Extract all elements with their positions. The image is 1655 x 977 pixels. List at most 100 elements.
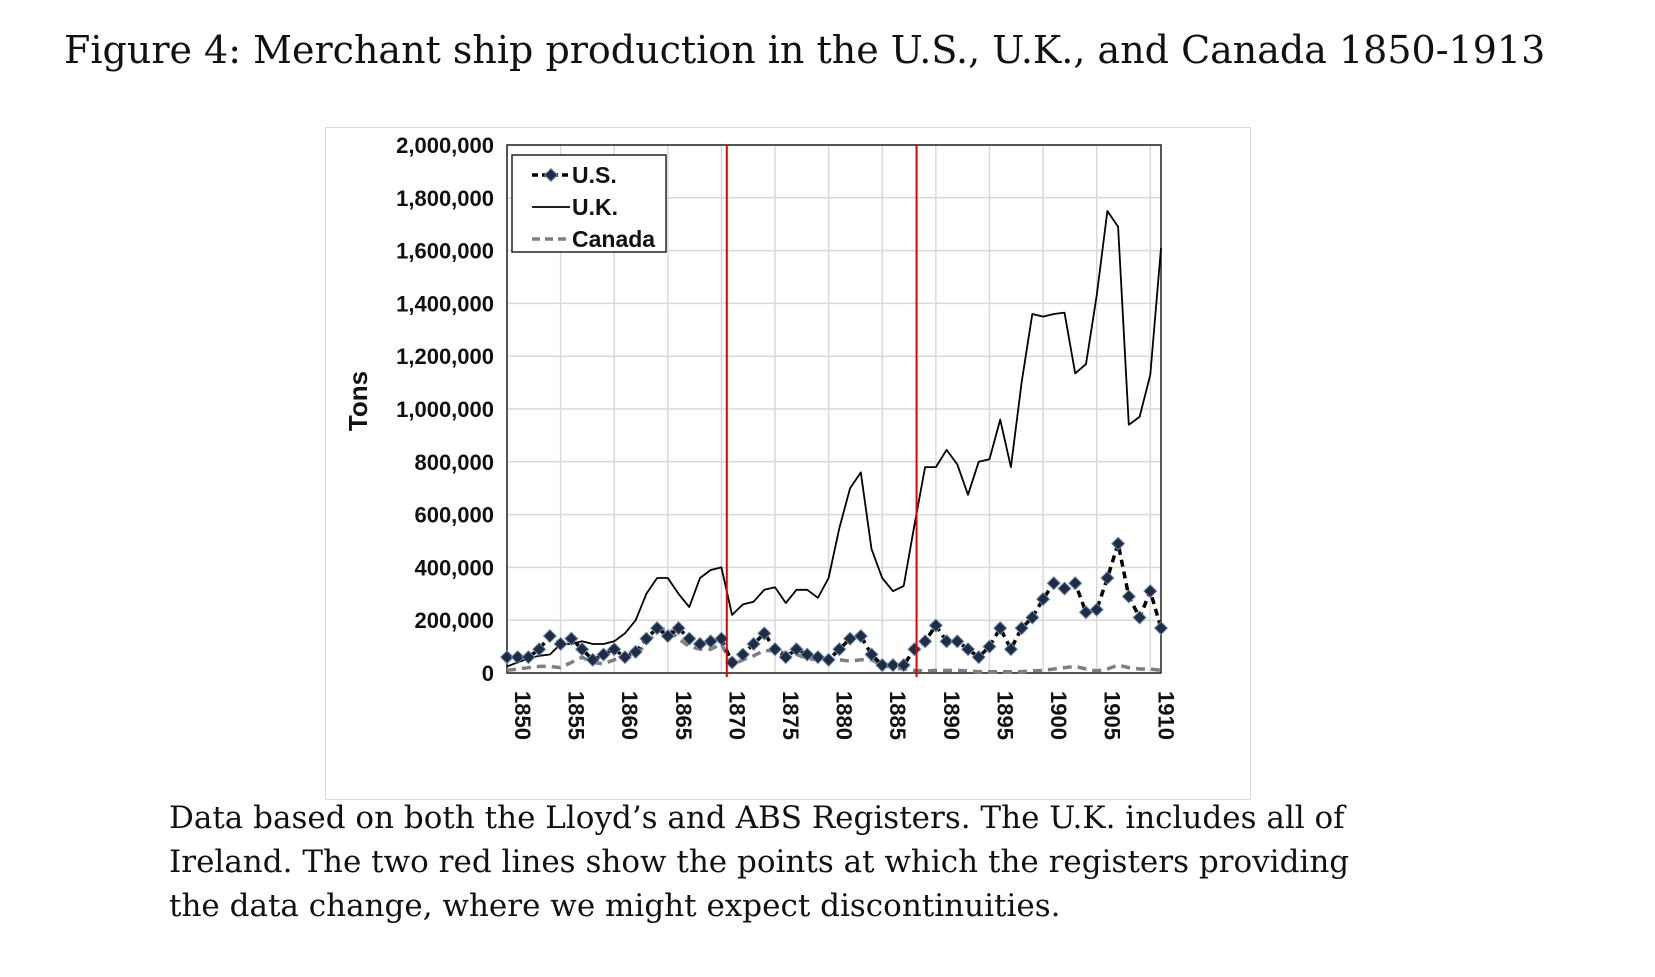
x-tick-label: 1890 <box>939 691 964 740</box>
us-data-point <box>692 636 708 652</box>
plot-border <box>506 144 1162 674</box>
us-data-point <box>853 628 868 644</box>
x-axis: 1850 1855 1860 1865 1870 1875 1880 1885 1890 1895… <box>510 691 1178 740</box>
us-data-point <box>1121 589 1136 604</box>
us-data-point <box>585 652 600 667</box>
series-layer <box>499 210 1169 674</box>
us-data-point <box>660 628 675 644</box>
y-tick-label: 1,600,000 <box>396 239 494 264</box>
us-data-point <box>810 650 825 665</box>
y-axis-label: Tons <box>343 371 373 431</box>
legend-label: Canada <box>572 226 655 252</box>
us-data-point <box>1153 621 1169 636</box>
us-data-point <box>1089 602 1104 617</box>
y-tick-label: 1,000,000 <box>396 397 494 422</box>
us-data-point <box>1078 605 1094 620</box>
us-data-point <box>928 618 943 633</box>
x-tick-label: 1880 <box>832 691 857 740</box>
us-data-point <box>574 642 590 657</box>
x-tick-label: 1870 <box>724 691 749 740</box>
x-tick-label: 1855 <box>564 691 589 740</box>
us-data-point <box>510 650 525 665</box>
us-data-point <box>639 631 654 646</box>
y-tick-label: 2,000,000 <box>396 133 494 158</box>
us-data-point <box>939 634 954 649</box>
us-data-point <box>1132 610 1147 625</box>
us-data-point <box>607 642 622 657</box>
y-tick-label: 0 <box>482 661 494 686</box>
us-data-point <box>650 621 665 636</box>
legend-marker <box>543 167 559 183</box>
us-data-point <box>671 621 686 636</box>
us-data-point <box>757 626 772 641</box>
us-data-point <box>703 634 718 649</box>
us-data-point <box>1035 592 1051 607</box>
series-line-uk <box>506 210 1162 668</box>
us-data-point <box>918 634 933 649</box>
us-data-point <box>875 658 890 673</box>
line-chart: 0 200,000 400,000 600,000 800,000 1,000,000 1,… <box>343 133 1178 740</box>
legend-box <box>511 154 667 253</box>
y-tick-label: 400,000 <box>414 555 494 580</box>
series-line-canada <box>506 626 1162 674</box>
grid-layer <box>506 144 1162 674</box>
us-data-point <box>1057 581 1072 596</box>
us-data-point <box>746 636 761 652</box>
us-data-point <box>1014 621 1029 636</box>
us-data-point <box>821 652 836 667</box>
us-data-point <box>885 658 901 673</box>
us-data-point <box>767 642 783 657</box>
us-data-point <box>532 642 547 657</box>
y-tick-label: 800,000 <box>414 450 494 475</box>
us-data-point <box>907 642 922 657</box>
y-tick-label: 1,400,000 <box>396 291 494 316</box>
vertical-markers <box>725 145 918 677</box>
us-data-point <box>628 644 643 659</box>
us-data-point <box>832 642 847 657</box>
y-axis: 0 200,000 400,000 600,000 800,000 1,000,000 1,… <box>396 133 494 686</box>
us-data-point <box>553 636 568 652</box>
us-data-point <box>564 631 579 646</box>
us-data-point <box>864 647 879 662</box>
x-tick-label: 1875 <box>778 691 803 740</box>
chart-frame: 0 200,000 400,000 600,000 800,000 1,000,000 1,… <box>325 127 1251 800</box>
x-tick-label: 1910 <box>1153 691 1178 740</box>
us-data-point <box>800 647 815 662</box>
y-tick-label: 600,000 <box>414 503 494 528</box>
y-tick-label: 200,000 <box>414 608 494 633</box>
us-data-point <box>735 647 750 662</box>
us-data-point <box>843 631 858 646</box>
us-data-point <box>1143 584 1158 599</box>
us-data-point <box>521 650 536 665</box>
us-data-point <box>778 650 793 665</box>
us-data-point <box>682 631 697 646</box>
us-data-point <box>714 631 729 646</box>
us-data-point <box>596 647 611 662</box>
x-tick-label: 1860 <box>617 691 642 740</box>
series-line-us <box>507 541 1163 667</box>
x-tick-label: 1905 <box>1100 691 1125 740</box>
us-data-point <box>1025 610 1040 625</box>
us-data-point <box>896 658 911 673</box>
us-data-point <box>1111 536 1126 551</box>
figure-title: Figure 4: Merchant ship production in th… <box>64 28 1546 72</box>
us-data-point <box>960 642 976 657</box>
us-data-point <box>1046 576 1061 591</box>
us-data-point <box>1100 570 1115 586</box>
us-data-point <box>1068 576 1083 591</box>
us-data-point <box>982 639 997 654</box>
us-data-point <box>971 650 986 665</box>
us-data-point <box>950 634 965 649</box>
figure-caption: Data based on both the Lloyd’s and ABS R… <box>169 800 1350 924</box>
us-data-point <box>725 655 740 670</box>
y-tick-label: 1,800,000 <box>396 186 494 211</box>
us-data-point <box>617 650 633 665</box>
x-tick-label: 1900 <box>1046 691 1071 740</box>
legend-label: U.S. <box>572 162 617 188</box>
x-tick-label: 1895 <box>992 691 1017 740</box>
y-tick-label: 1,200,000 <box>396 344 494 369</box>
us-data-point <box>542 628 557 644</box>
us-data-point <box>789 642 804 657</box>
legend-label: U.K. <box>572 194 618 220</box>
us-data-point <box>1003 642 1018 657</box>
